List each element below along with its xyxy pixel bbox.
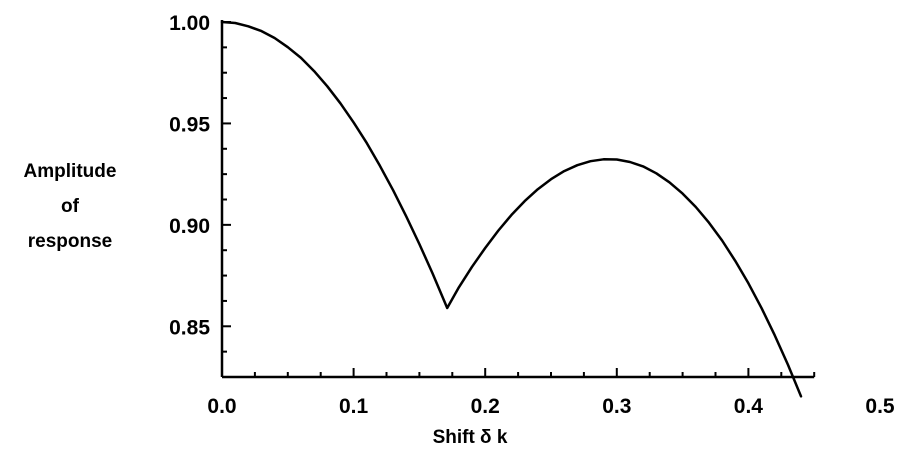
y-axis-title-line: Amplitude — [24, 161, 117, 182]
tick-labels: 0.0 0.1 0.2 0.3 0.4 0.5 1.00 0.95 0.90 0.85 — [169, 12, 895, 418]
x-axis-title: Shift δ k — [433, 427, 508, 448]
y-tick-label: 1.00 — [169, 12, 210, 35]
y-axis-title-line: response — [28, 231, 112, 252]
y-tick-label: 0.95 — [169, 113, 210, 136]
tick-marks — [221, 21, 816, 378]
axes — [220, 20, 815, 379]
series — [220, 20, 803, 398]
x-tick-label: 0.3 — [602, 395, 631, 418]
response-curve — [220, 20, 803, 398]
x-tick-label: 0.2 — [471, 395, 500, 418]
x-tick-label: 0.1 — [339, 395, 369, 418]
x-tick-label: 0.0 — [207, 395, 236, 418]
y-axis-title-line: of — [61, 196, 80, 217]
y-tick-label: 0.85 — [169, 316, 210, 339]
x-tick-label: 0.4 — [734, 395, 764, 418]
x-tick-label: 0.5 — [865, 395, 895, 418]
y-tick-label: 0.90 — [169, 215, 210, 238]
